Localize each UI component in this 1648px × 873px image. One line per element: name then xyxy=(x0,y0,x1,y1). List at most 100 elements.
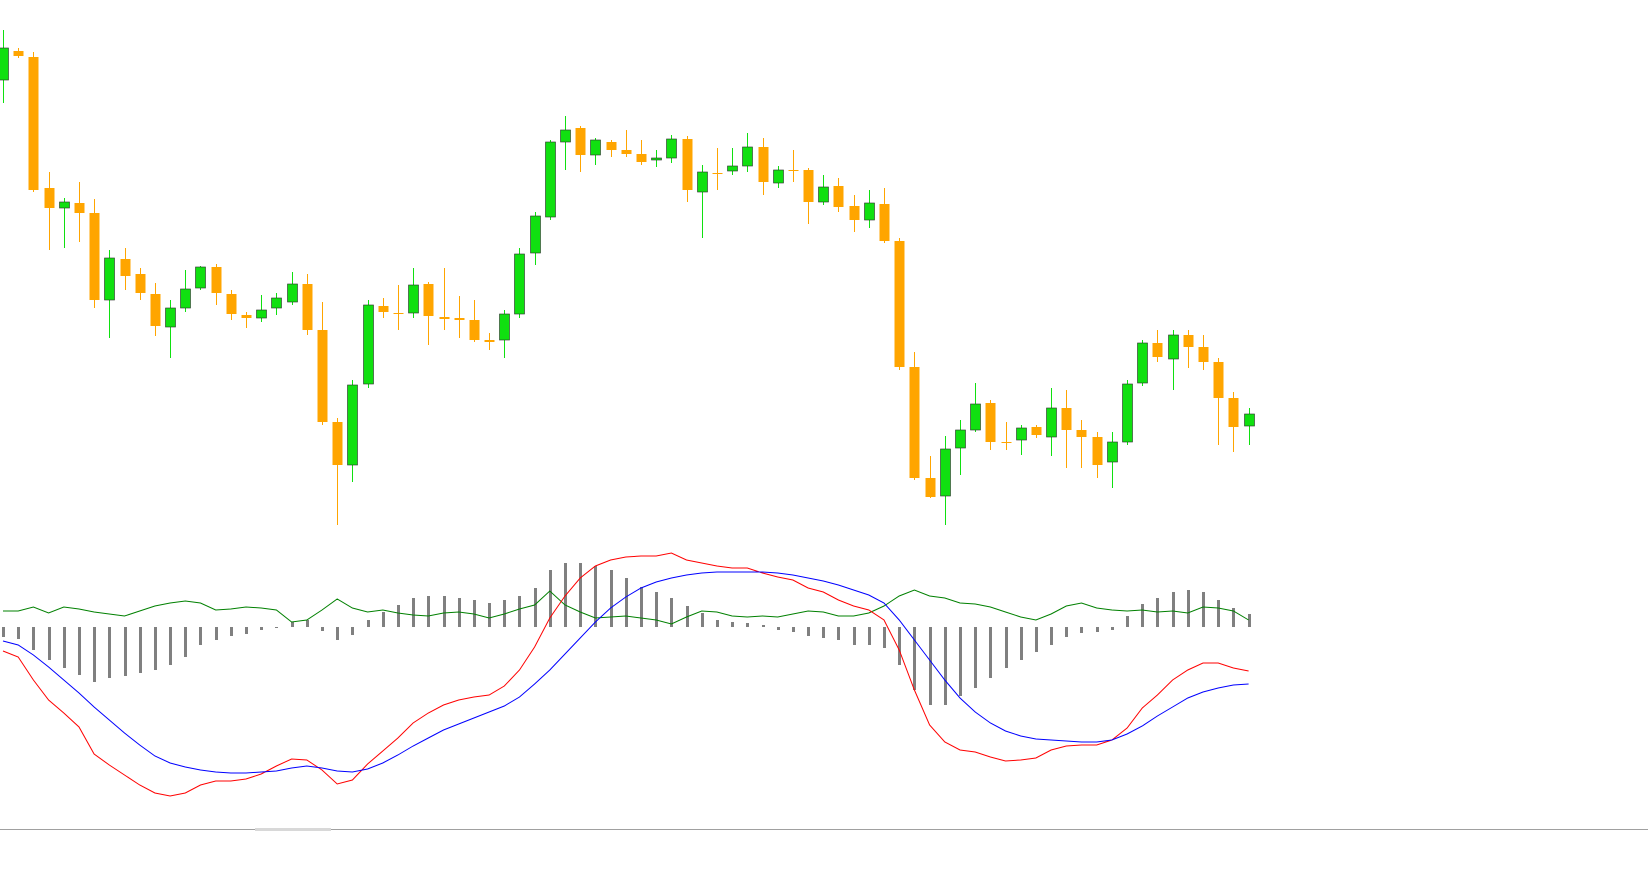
histogram-bar xyxy=(48,627,51,660)
histogram-bar xyxy=(762,625,765,627)
histogram-bar xyxy=(78,627,81,675)
histogram-bar xyxy=(17,627,20,639)
candle-body xyxy=(89,213,100,300)
candle-body xyxy=(514,253,525,315)
candle-body xyxy=(363,304,374,385)
candle-body xyxy=(758,147,769,182)
candle-body xyxy=(530,215,541,254)
histogram-bar xyxy=(336,627,339,640)
histogram-bar xyxy=(1172,592,1175,627)
histogram-bar xyxy=(670,598,673,627)
candle-body xyxy=(195,266,206,289)
histogram-bar xyxy=(837,627,840,640)
histogram-bar xyxy=(822,627,825,638)
candle-body xyxy=(849,206,860,220)
candle-body xyxy=(1213,362,1224,398)
candle-body xyxy=(226,294,237,314)
candle-body xyxy=(1076,430,1087,437)
candle-body xyxy=(955,429,966,449)
candle-body xyxy=(894,241,905,367)
histogram-bar xyxy=(427,596,430,627)
candle-body xyxy=(590,139,601,156)
histogram-bar xyxy=(792,627,795,632)
histogram-bar xyxy=(1020,627,1023,660)
histogram-bar xyxy=(701,613,704,627)
candle-body xyxy=(803,170,814,202)
histogram-bar xyxy=(534,588,537,627)
candle-body xyxy=(1016,427,1027,441)
histogram-bar xyxy=(518,596,521,627)
histogram-bar xyxy=(549,570,552,627)
candle-body xyxy=(469,320,480,340)
histogram-bar xyxy=(944,627,947,705)
histogram-bar xyxy=(169,627,172,665)
histogram-bar xyxy=(959,627,962,696)
candle-body xyxy=(636,154,647,162)
histogram-bar xyxy=(746,623,749,627)
histogram-bar xyxy=(321,627,324,631)
candle-body xyxy=(864,202,875,221)
candle-body xyxy=(818,186,829,203)
histogram-bar xyxy=(640,587,643,627)
candle-body xyxy=(120,259,131,276)
histogram-bar xyxy=(1202,592,1205,627)
candle-body xyxy=(408,284,419,314)
candle-body xyxy=(940,448,951,497)
candle-body xyxy=(970,403,981,431)
histogram-bar xyxy=(655,592,658,627)
histogram-bar xyxy=(1080,627,1083,633)
histogram-bar xyxy=(139,627,142,673)
histogram-bar xyxy=(1248,614,1251,627)
candle-body xyxy=(879,204,890,241)
histogram-bar xyxy=(291,622,294,627)
histogram-bar xyxy=(382,612,385,627)
histogram-bar xyxy=(716,620,719,627)
histogram-bar xyxy=(351,627,354,635)
histogram-bar xyxy=(913,627,916,690)
candle-body xyxy=(1168,334,1179,360)
histogram-bar xyxy=(199,627,202,645)
histogram-bar xyxy=(929,627,932,705)
candle-body xyxy=(606,142,617,150)
candle-body xyxy=(1107,441,1118,463)
candle-body xyxy=(575,128,586,155)
scroll-tab xyxy=(255,828,331,831)
histogram-bar xyxy=(1005,627,1008,668)
histogram-bar xyxy=(898,627,901,665)
histogram-bar xyxy=(594,566,597,627)
candle-body xyxy=(1092,437,1103,465)
candle-body xyxy=(104,257,115,301)
candle-body xyxy=(682,139,693,190)
histogram-bar xyxy=(1187,590,1190,627)
candle-body xyxy=(241,315,252,318)
histogram-bar xyxy=(275,627,278,628)
candle-body xyxy=(302,284,313,330)
histogram-bar xyxy=(488,603,491,627)
indicator-line xyxy=(2,571,1249,774)
histogram-bar xyxy=(579,563,582,627)
candle-body xyxy=(271,297,282,309)
candle-body xyxy=(985,403,996,442)
histogram-bar xyxy=(853,627,856,645)
candle-body xyxy=(560,129,571,143)
histogram-bar xyxy=(731,622,734,627)
candle-body xyxy=(1228,398,1239,427)
candle-body xyxy=(909,367,920,478)
histogram-bar xyxy=(777,627,780,630)
candle-body xyxy=(1137,342,1148,384)
candle-body xyxy=(150,294,161,326)
candle-body xyxy=(833,186,844,207)
candle-body xyxy=(621,150,632,154)
histogram-bar xyxy=(1065,627,1068,637)
candle-body xyxy=(28,57,39,190)
candle-body xyxy=(788,170,799,171)
histogram-bar xyxy=(184,627,187,657)
histogram-bar xyxy=(124,627,127,676)
candle-body xyxy=(484,340,495,342)
candle-body xyxy=(211,267,222,293)
candle-body xyxy=(0,47,9,81)
candle-body xyxy=(180,288,191,309)
candle-body xyxy=(423,284,434,316)
histogram-bar xyxy=(443,596,446,627)
